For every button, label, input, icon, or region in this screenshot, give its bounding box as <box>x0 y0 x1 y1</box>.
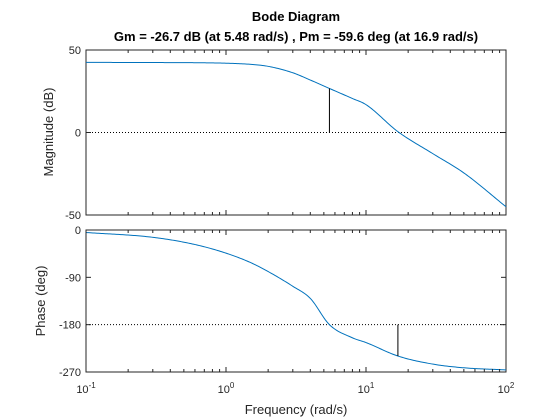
x-tick-exponent: 1 <box>370 381 375 390</box>
x-tick-label: 10-1 <box>76 381 96 396</box>
phase-axes: 0 -90 -180 -270 Phase (deg) <box>33 225 507 379</box>
x-tick-label: 100 <box>218 381 235 396</box>
chart-title: Bode Diagram <box>252 9 340 24</box>
phase-y-tick-label: -270 <box>59 367 81 379</box>
magnitude-ylabel: Magnitude (dB) <box>41 88 56 177</box>
chart-subtitle: Gm = -26.7 dB (at 5.48 rad/s) , Pm = -59… <box>114 29 478 44</box>
magnitude-y-tick-label: 50 <box>69 45 81 57</box>
x-tick-exponent: 0 <box>230 381 235 390</box>
magnitude-ticks: 50 0 -50 <box>65 45 506 222</box>
x-axis-label: Frequency (rad/s) <box>245 402 348 417</box>
magnitude-y-tick-label: -50 <box>65 210 81 222</box>
magnitude-axes: 50 0 -50 Magnitude (dB) <box>41 45 507 222</box>
x-tick-label: 102 <box>498 381 515 396</box>
phase-y-tick-label: 0 <box>75 225 81 237</box>
phase-curve <box>85 231 507 371</box>
x-tick-base: 10 <box>498 384 510 396</box>
magnitude-y-tick-label: 0 <box>75 128 81 140</box>
phase-ylabel: Phase (deg) <box>33 266 48 337</box>
x-tick-labels: 10-1 100 101 102 <box>76 381 515 396</box>
phase-y-tick-label: -180 <box>59 320 81 332</box>
x-tick-base: 10 <box>218 384 230 396</box>
x-tick-exponent: 2 <box>510 381 515 390</box>
phase-ticks: 0 -90 -180 -270 <box>59 225 506 379</box>
phase-plot-frame <box>85 229 507 373</box>
x-tick-exponent: -1 <box>89 381 97 390</box>
x-tick-base: 10 <box>358 384 370 396</box>
x-tick-label: 101 <box>358 381 375 396</box>
phase-y-tick-label: -90 <box>65 272 81 284</box>
x-tick-base: 10 <box>76 384 88 396</box>
magnitude-curve <box>86 61 507 208</box>
